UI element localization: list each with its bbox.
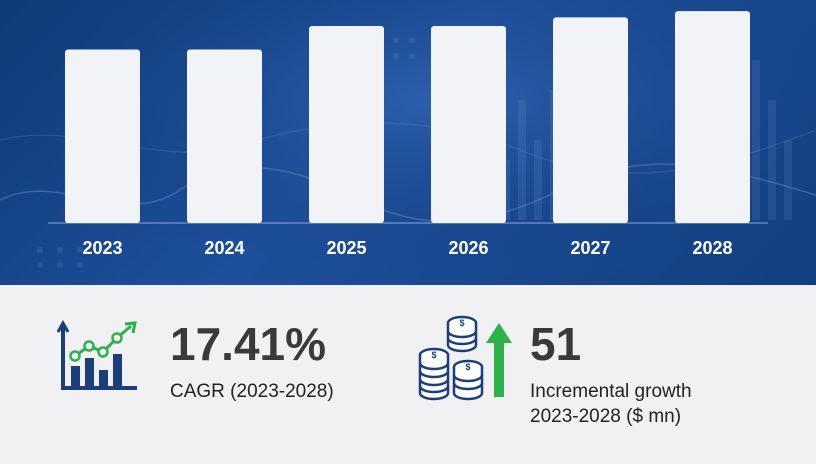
bar-2024	[187, 49, 262, 223]
incremental-growth-value: 51	[530, 318, 582, 370]
bar-2027	[553, 17, 628, 223]
x-tick-label-2027: 2027	[570, 238, 610, 258]
trend-chart-icon	[56, 320, 137, 390]
incremental-growth-label-line1: Incremental growth	[530, 381, 692, 402]
bar-chart: 2023 2024 2025 2026 2027 2028	[48, 11, 768, 258]
metrics-panel: 17.41% CAGR (2023-2028) $ $ $ 51 Increme…	[0, 285, 816, 464]
x-tick-label-2025: 2025	[326, 238, 366, 258]
coins-up-arrow-icon: $ $ $	[418, 315, 512, 401]
cagr-label: CAGR (2023-2028)	[170, 381, 334, 402]
svg-text:$: $	[465, 362, 470, 372]
bar-2026	[431, 26, 506, 224]
x-tick-label-2028: 2028	[692, 238, 732, 258]
cagr-value: 17.41%	[170, 318, 327, 370]
svg-text:$: $	[431, 350, 436, 360]
bar-2028	[675, 11, 750, 224]
bar-2023	[65, 49, 140, 223]
incremental-growth-label-line2: 2023-2028 ($ mn)	[530, 406, 682, 427]
x-tick-label-2023: 2023	[82, 238, 122, 258]
x-tick-label-2026: 2026	[448, 238, 488, 258]
svg-text:$: $	[459, 318, 464, 328]
bar-2025	[309, 26, 384, 224]
x-tick-label-2024: 2024	[204, 238, 244, 258]
chart-panel: 2023 2024 2025 2026 2027 2028	[0, 0, 816, 285]
